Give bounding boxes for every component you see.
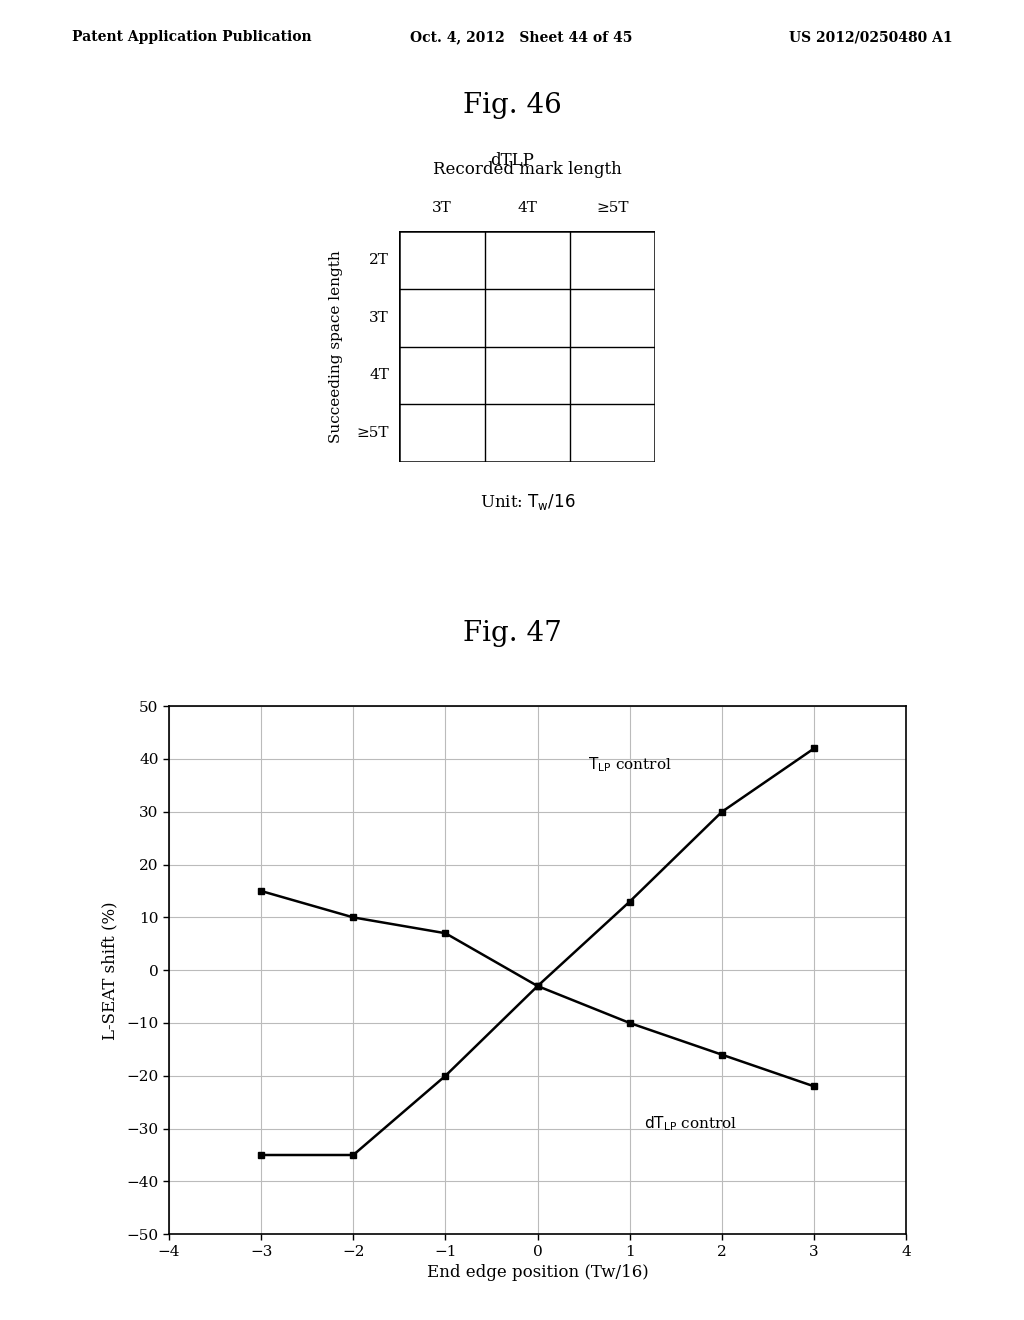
Text: 3T: 3T — [370, 310, 389, 325]
Text: US 2012/0250480 A1: US 2012/0250480 A1 — [788, 30, 952, 45]
Text: 4T: 4T — [370, 368, 389, 383]
Text: Unit: $\mathrm{T_w/16}$: Unit: $\mathrm{T_w/16}$ — [479, 491, 575, 512]
Text: $\mathrm{T_{LP}}$ control: $\mathrm{T_{LP}}$ control — [588, 755, 672, 775]
Text: Fig. 47: Fig. 47 — [463, 620, 561, 647]
Y-axis label: L-SEAT shift (%): L-SEAT shift (%) — [101, 900, 118, 1040]
Text: Patent Application Publication: Patent Application Publication — [72, 30, 311, 45]
X-axis label: End edge position (Tw/16): End edge position (Tw/16) — [427, 1265, 648, 1282]
Text: Fig. 46: Fig. 46 — [463, 92, 561, 119]
Text: Oct. 4, 2012   Sheet 44 of 45: Oct. 4, 2012 Sheet 44 of 45 — [410, 30, 632, 45]
Text: dTLP: dTLP — [490, 152, 534, 169]
Text: 2T: 2T — [370, 253, 389, 267]
Text: ≥5T: ≥5T — [596, 201, 629, 215]
Text: 3T: 3T — [432, 201, 452, 215]
Text: $\mathrm{dT_{LP}}$ control: $\mathrm{dT_{LP}}$ control — [644, 1114, 737, 1134]
Text: ≥5T: ≥5T — [356, 426, 389, 440]
Text: 4T: 4T — [517, 201, 538, 215]
Text: Succeeding space length: Succeeding space length — [329, 249, 343, 444]
Text: Recorded mark length: Recorded mark length — [433, 161, 622, 178]
